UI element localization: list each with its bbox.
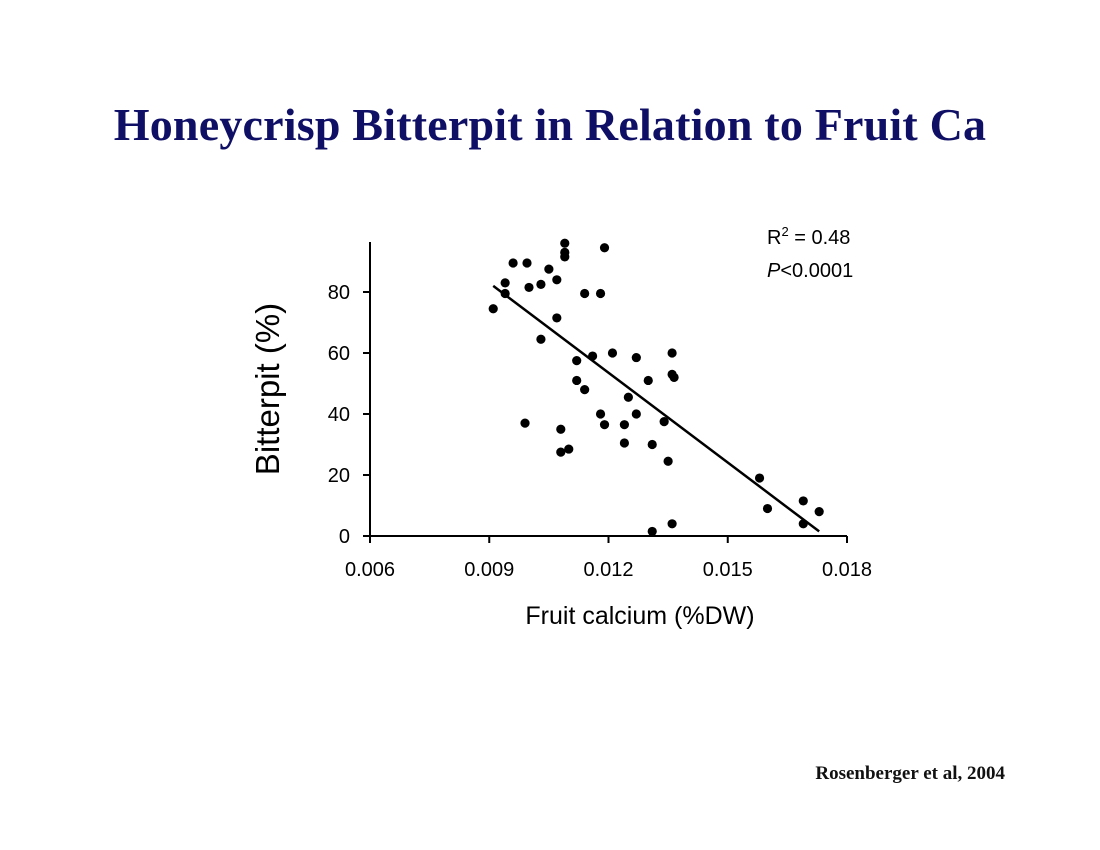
data-point [500, 288, 510, 299]
x-ticks: 0.006 0.009 0.012 0.015 0.018 [345, 536, 872, 581]
x-tick-label: 0.018 [822, 559, 872, 581]
data-point [619, 420, 630, 430]
data-point [631, 409, 641, 419]
data-point [643, 375, 653, 386]
data-point [560, 252, 570, 262]
y-tick-label: 60 [328, 343, 350, 365]
data-point [524, 282, 534, 293]
data-point [508, 258, 518, 268]
data-point [663, 456, 673, 466]
data-point [556, 424, 566, 434]
regression-line [492, 284, 820, 533]
p-value-label: P [767, 260, 781, 282]
x-tick-label: 0.006 [345, 559, 395, 581]
data-point [556, 447, 566, 457]
citation: Rosenberger et al, 2004 [815, 763, 1005, 784]
data-point [667, 348, 677, 358]
data-point [619, 438, 630, 448]
data-point [814, 507, 824, 517]
y-axis-label: Bitterpit (%) [249, 303, 286, 475]
data-point [488, 304, 498, 314]
data-point [520, 418, 530, 428]
data-point [762, 503, 773, 514]
x-axis-label: Fruit calcium (%DW) [525, 602, 754, 630]
data-point [580, 288, 590, 299]
y-tick-label: 0 [339, 526, 350, 548]
data-point [544, 264, 554, 274]
y-tick-label: 20 [328, 465, 350, 487]
data-point [659, 417, 669, 427]
data-point [595, 288, 606, 299]
data-point [580, 385, 590, 395]
data-point [536, 334, 546, 344]
data-point [572, 356, 582, 366]
data-point [536, 279, 546, 289]
r-squared-superscript: 2 [781, 224, 788, 239]
p-value-value: <0.0001 [780, 260, 853, 282]
p-value-annotation: P<0.0001 [767, 260, 853, 282]
data-point [564, 444, 574, 454]
data-point [599, 243, 610, 253]
x-tick-label: 0.009 [464, 559, 514, 581]
data-point [667, 519, 677, 529]
data-points [488, 238, 824, 537]
slide-title: Honeycrisp Bitterpit in Relation to Frui… [113, 99, 987, 150]
chart-axes [369, 242, 847, 537]
r-squared-value: = 0.48 [789, 227, 851, 249]
data-point [560, 238, 570, 248]
r-squared-label: R [767, 227, 781, 249]
data-point [754, 473, 765, 483]
data-point [522, 258, 532, 268]
data-point [647, 439, 657, 450]
data-point [631, 352, 641, 363]
data-point [623, 392, 633, 402]
data-point [607, 348, 618, 358]
x-tick-label: 0.012 [583, 559, 633, 581]
trendline-group [492, 284, 820, 533]
y-tick-label: 80 [328, 282, 350, 304]
y-tick-label: 40 [328, 404, 350, 426]
r-squared-annotation: R2 = 0.48 [767, 224, 850, 249]
data-point [552, 313, 562, 323]
data-point [588, 351, 598, 361]
y-ticks: 0 20 40 60 80 [328, 282, 370, 548]
data-point [572, 375, 582, 386]
data-point [669, 372, 679, 382]
data-point [798, 519, 808, 529]
data-point [500, 278, 510, 288]
data-point [798, 496, 808, 506]
data-point [552, 275, 562, 285]
data-point [647, 526, 657, 537]
data-point [599, 420, 610, 430]
data-point [595, 409, 606, 419]
x-tick-label: 0.015 [703, 559, 753, 581]
